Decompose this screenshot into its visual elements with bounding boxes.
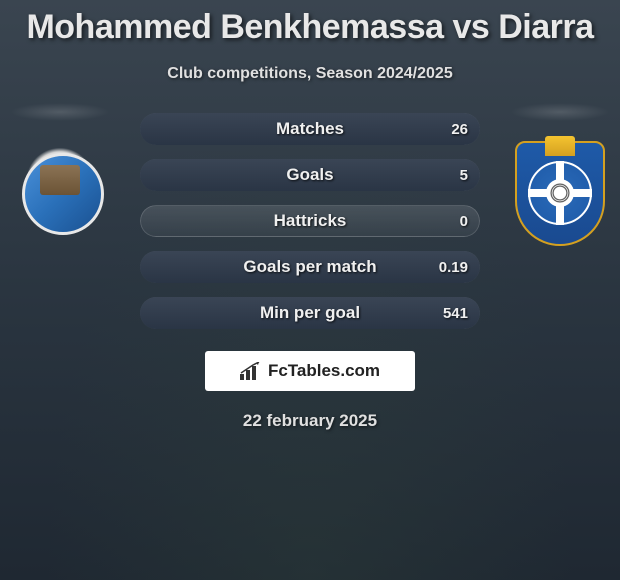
stat-value-right: 5	[460, 167, 468, 184]
player-left-shadow	[10, 103, 110, 121]
stats-container: Matches 26 Goals 5 Hattricks 0 Goals per…	[140, 113, 480, 329]
stat-label: Matches	[140, 119, 480, 139]
chart-icon	[240, 362, 262, 380]
stat-value-right: 0.19	[439, 259, 468, 276]
stat-label: Goals	[140, 165, 480, 185]
player-right-shadow	[510, 103, 610, 121]
stat-value-right: 0	[460, 213, 468, 230]
player-left-column	[0, 103, 120, 231]
tenerife-badge-ball	[546, 179, 574, 207]
branding-box[interactable]: FcTables.com	[205, 351, 415, 391]
stat-value-right: 26	[451, 121, 468, 138]
malaga-badge-icon	[10, 141, 110, 231]
club-badge-left	[10, 141, 110, 231]
tenerife-badge-crown	[545, 136, 575, 156]
stat-label: Hattricks	[140, 211, 480, 231]
branding-text: FcTables.com	[268, 361, 380, 381]
stat-label: Min per goal	[140, 303, 480, 323]
stat-bar-matches: Matches 26	[140, 113, 480, 145]
footer-date: 22 february 2025	[0, 411, 620, 431]
comparison-content: Matches 26 Goals 5 Hattricks 0 Goals per…	[0, 113, 620, 431]
stat-value-right: 541	[443, 305, 468, 322]
stat-bar-goals: Goals 5	[140, 159, 480, 191]
stat-bar-min-per-goal: Min per goal 541	[140, 297, 480, 329]
stat-bar-hattricks: Hattricks 0	[140, 205, 480, 237]
stat-bar-goals-per-match: Goals per match 0.19	[140, 251, 480, 283]
club-badge-right	[510, 141, 610, 251]
stat-label: Goals per match	[140, 257, 480, 277]
player-right-column	[500, 103, 620, 251]
